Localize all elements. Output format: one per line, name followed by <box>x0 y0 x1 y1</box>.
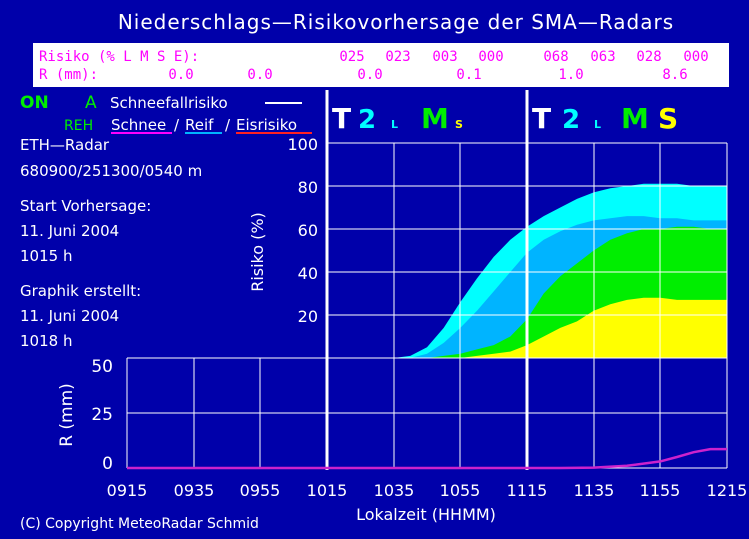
risk-ylabel: Risiko (%) <box>248 212 267 292</box>
rain-value: 0.0 <box>247 67 272 83</box>
class-l: L <box>391 118 398 131</box>
class-s: S <box>658 102 678 135</box>
class-2: 2 <box>358 105 376 135</box>
class-t: T <box>332 102 351 135</box>
legend-eisrisiko: Eisrisiko <box>236 116 297 134</box>
risk-ytick: 20 <box>298 307 318 326</box>
legend-a: A <box>85 93 97 113</box>
class-t: T <box>532 102 551 135</box>
risk-area-yellow <box>327 297 727 358</box>
start-time: 1015 h <box>20 247 72 265</box>
created-time: 1018 h <box>20 332 72 350</box>
created-label: Graphik erstellt: <box>20 282 141 300</box>
x-tick-label: 1055 <box>440 481 481 500</box>
risk-ytick: 60 <box>298 221 318 240</box>
radar-coords: 680900/251300/0540 m <box>20 162 202 180</box>
legend-snow-risk: Schneefallrisiko <box>110 94 228 112</box>
rain-value: 0.0 <box>168 67 193 83</box>
rain-value: 0.0 <box>357 67 382 83</box>
x-axis-label: Lokalzeit (HHMM) <box>356 505 496 524</box>
rain-series-group <box>127 447 727 470</box>
start-date: 11. Juni 2004 <box>20 222 119 240</box>
legend-slash: / <box>174 116 180 134</box>
x-tick-label: 1035 <box>374 481 415 500</box>
risk-value: 003 <box>432 49 457 65</box>
rain-ytick: 50 <box>91 357 113 377</box>
rain-grid <box>126 357 728 469</box>
rain-ytick: 0 <box>102 454 113 474</box>
risk-value: 000 <box>478 49 503 65</box>
legend-slash: / <box>225 116 231 134</box>
x-tick-label: 1015 <box>307 481 348 500</box>
class-m: M <box>621 102 649 135</box>
rain-label: R (mm): <box>39 67 98 83</box>
x-tick-label: 0955 <box>240 481 281 500</box>
created-date: 11. Juni 2004 <box>20 307 119 325</box>
x-tick-label: 1155 <box>640 481 681 500</box>
rain-ytick: 25 <box>91 405 113 425</box>
risk-ytick: 80 <box>298 178 318 197</box>
risk-ytick: 100 <box>287 135 318 154</box>
start-label: Start Vorhersage: <box>20 197 151 215</box>
risk-ytick: 40 <box>298 264 318 283</box>
class-s: S <box>455 118 463 131</box>
copyright-text: (C) Copyright MeteoRadar Schmid <box>20 516 259 532</box>
risk-value: 028 <box>636 49 661 65</box>
rain-value: 1.0 <box>558 67 583 83</box>
radar-name: ETH—Radar <box>20 136 110 154</box>
legend-reh: REH <box>64 118 93 134</box>
x-tick-label: 1215 <box>707 481 748 500</box>
risk-value: 063 <box>590 49 615 65</box>
legend-on: ON <box>20 93 49 113</box>
rain-value: 0.1 <box>456 67 481 83</box>
risk-table-box <box>33 43 729 87</box>
risk-label: Risiko (% L M S E): <box>39 49 199 65</box>
class-m: M <box>421 102 449 135</box>
x-tick-label: 0915 <box>107 481 148 500</box>
x-tick-label: 1135 <box>574 481 615 500</box>
risk-value: 025 <box>339 49 364 65</box>
legend-schnee: Schnee <box>111 116 166 134</box>
rain-series-line <box>127 447 727 470</box>
page-title: Niederschlags—Risikovorhersage der SMA—R… <box>118 10 674 34</box>
rain-ylabel: R (mm) <box>57 383 77 447</box>
risk-value: 068 <box>543 49 568 65</box>
class-2: 2 <box>562 105 580 135</box>
x-tick-label: 1115 <box>507 481 548 500</box>
x-tick-label: 0935 <box>174 481 215 500</box>
risk-value: 023 <box>385 49 410 65</box>
legend-reif: Reif <box>185 116 214 134</box>
class-l: L <box>594 118 601 131</box>
risk-value: 000 <box>683 49 708 65</box>
rain-value: 8.6 <box>662 67 687 83</box>
